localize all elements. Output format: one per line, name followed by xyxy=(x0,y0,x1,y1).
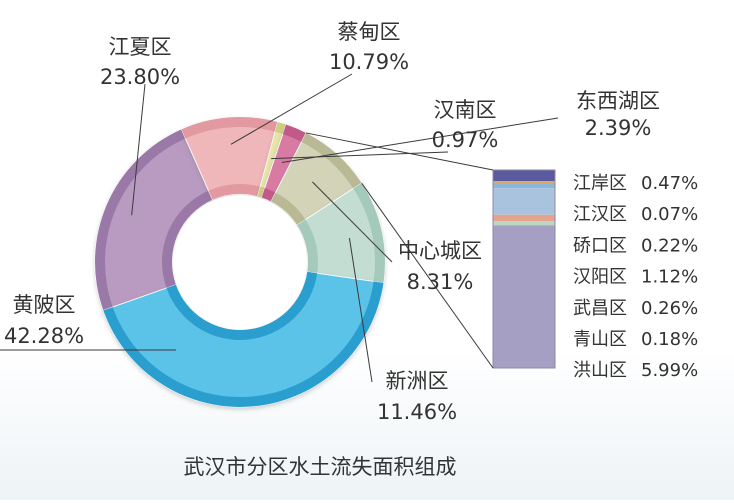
slice-label-name: 新洲区 xyxy=(386,369,449,393)
slice-inner-edge xyxy=(297,219,318,274)
slice-outer-edge xyxy=(181,117,278,139)
breakdown-segment-item-e6b19fe5b2b8e58cba xyxy=(493,170,555,182)
breakdown-label-name: 武昌区 xyxy=(573,298,627,319)
breakdown-label-name: 江汉区 xyxy=(573,204,627,225)
slice-label-value: 8.31% xyxy=(407,270,474,294)
connector-top xyxy=(306,132,494,171)
leader-dongxihu xyxy=(281,117,559,163)
slice-item-e894a1e794b8e58cba xyxy=(180,116,279,201)
donut-slices xyxy=(94,116,386,408)
breakdown-label-value: 1.12% xyxy=(641,267,698,288)
leader-xinzhou xyxy=(348,237,373,383)
slice-label-value: 42.28% xyxy=(4,324,84,348)
breakdown-labels: 江岸区 0.47% 江汉区 0.07% 硚口区 0.22% 汉阳区 1.12% 武昌区 0.26%… xyxy=(573,173,698,381)
slice-label-value: 2.39% xyxy=(585,116,652,140)
leader-caidian xyxy=(230,73,353,145)
slice-outer-edge xyxy=(282,124,307,142)
slice-label-name: 黄陂区 xyxy=(13,293,76,317)
breakdown-bar-frame xyxy=(492,169,556,369)
breakdown-segment-item-e6b4aae5b1b1e58cba xyxy=(493,225,555,368)
leader-zhongxin xyxy=(312,181,393,263)
breakdown-label-value: 0.26% xyxy=(641,298,698,319)
breakdown-segment-item-e6b19fe6b189e58cba xyxy=(493,181,555,183)
breakdown-label-value: 0.22% xyxy=(641,235,698,256)
breakdown-segment-item-e99d92e5b1b1e58cba xyxy=(493,220,555,226)
breakdown-label-name: 汉阳区 xyxy=(573,267,627,288)
slice-item-e9bb84e99982e58cba xyxy=(102,271,384,408)
slice-item-e6b189e58d97e58cba xyxy=(257,121,287,199)
breakdown-bar xyxy=(492,169,556,369)
breakdown-segment-item-e6ada6e6988ce58cba xyxy=(493,214,555,221)
slice-label-name: 东西湖区 xyxy=(576,89,660,113)
breakdown-label-value: 0.18% xyxy=(641,329,698,350)
slice-inner-edge xyxy=(270,192,306,226)
slice-label-name: 汉南区 xyxy=(434,98,497,122)
slice-label-name: 中心城区 xyxy=(398,239,482,263)
slice-outer-edge xyxy=(95,129,186,311)
breakdown-label-name: 江岸区 xyxy=(573,173,627,194)
breakdown-label-value: 0.47% xyxy=(641,173,698,194)
slice-item-e696b0e6b4b2e58cba xyxy=(296,182,386,284)
breakdown-label-name: 洪山区 xyxy=(573,360,627,381)
breakdown-label-value: 5.99% xyxy=(641,360,698,381)
slice-inner-edge xyxy=(166,271,318,340)
slice-outer-edge xyxy=(274,121,287,134)
leader-hannan xyxy=(271,151,449,160)
slice-outer-edge xyxy=(301,132,362,189)
slice-label-name: 蔡甸区 xyxy=(338,20,401,44)
slice-labels: 江夏区 23.80% 蔡甸区 10.79% 汉南区 0.97% 东西湖区 2.39% 中心城区 8… xyxy=(4,20,660,424)
slice-label-value: 11.46% xyxy=(377,400,457,424)
slice-label-value: 0.97% xyxy=(432,128,499,152)
slice-item-e4b89ce8a5bfe6b996e58cba xyxy=(261,123,307,203)
slice-outer-edge xyxy=(103,281,384,408)
slice-inner-edge xyxy=(257,186,265,198)
chart-title: 武汉市分区水土流失面积组成 xyxy=(184,455,457,479)
slice-label-value: 10.79% xyxy=(329,50,409,74)
slice-label-value: 23.80% xyxy=(100,65,180,89)
breakdown-label-name: 硚口区 xyxy=(573,235,627,256)
slice-label-name: 江夏区 xyxy=(109,35,172,59)
slice-inner-edge xyxy=(162,190,213,289)
leader-lines xyxy=(0,73,559,383)
slice-outer-edge xyxy=(353,183,385,283)
connector-bottom xyxy=(361,182,494,369)
breakdown-segment-item-e7a19ae58fa3e58cba xyxy=(493,182,555,189)
donut-hole xyxy=(173,195,307,329)
slice-inner-edge xyxy=(208,184,261,200)
leader-jiangxia xyxy=(131,83,146,216)
slice-inner-edge xyxy=(261,188,276,202)
breakdown-label-value: 0.07% xyxy=(641,204,698,225)
slice-item-e6b19fe5a48fe58cba xyxy=(94,128,214,311)
breakdown-segment-item-e6b189e998b3e58cba xyxy=(493,188,555,215)
breakdown-label-name: 青山区 xyxy=(573,329,627,350)
